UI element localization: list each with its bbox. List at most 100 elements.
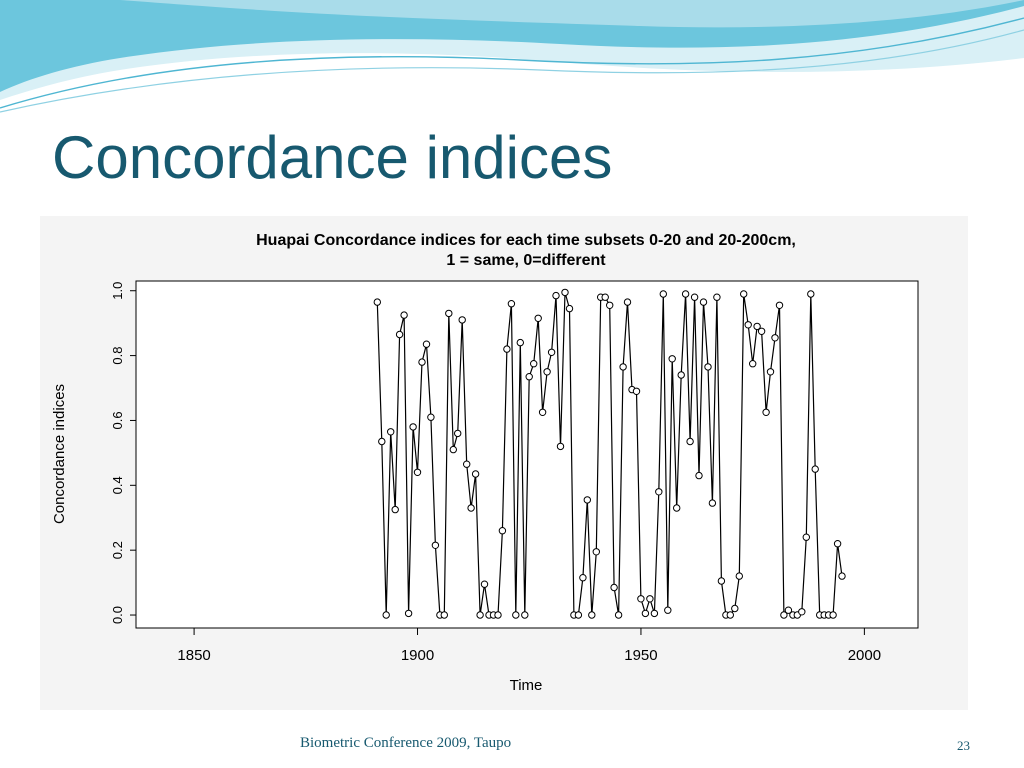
data-point (619, 363, 627, 371)
data-point (731, 604, 739, 613)
data-point (592, 548, 600, 556)
data-point (784, 606, 793, 614)
data-point (440, 611, 448, 619)
data-point (467, 504, 475, 512)
wave-band-top (120, 0, 1024, 28)
data-point (690, 293, 699, 301)
footer-text: Biometric Conference 2009, Taupo (300, 735, 512, 751)
data-point (458, 316, 466, 324)
data-points (373, 288, 846, 619)
data-point (708, 499, 717, 507)
data-point (373, 298, 381, 306)
y-tick-label: 1.0 (110, 282, 125, 300)
data-point (735, 572, 743, 580)
data-point (811, 465, 819, 473)
y-tick-label: 0.6 (110, 411, 125, 429)
wave-line-2 (0, 29, 1024, 113)
data-point (512, 611, 520, 619)
data-point (588, 611, 596, 619)
data-point (749, 360, 757, 368)
data-point (395, 330, 404, 339)
data-point (798, 608, 806, 616)
data-point (766, 368, 775, 376)
x-tick-label: 2000 (848, 647, 881, 664)
data-point (516, 338, 524, 347)
data-point (838, 572, 846, 580)
y-tick-label: 0.0 (110, 606, 125, 624)
data-point (646, 595, 654, 603)
data-point (677, 371, 685, 379)
data-point (699, 298, 708, 306)
data-point (744, 321, 752, 329)
data-point (476, 611, 484, 619)
data-point (530, 360, 538, 368)
y-tick-label: 0.4 (110, 476, 125, 494)
data-point (556, 442, 565, 451)
data-point (480, 580, 489, 588)
data-point (445, 309, 453, 318)
data-point (740, 290, 748, 298)
slide-title: Concordance indices (52, 124, 613, 191)
data-point (574, 611, 583, 619)
data-point (623, 298, 632, 306)
data-point (400, 311, 408, 319)
data-point (659, 290, 667, 298)
data-point (641, 609, 650, 618)
chart-panel: Huapai Concordance indices for each time… (40, 216, 968, 710)
data-point (413, 468, 422, 476)
data-point (833, 540, 842, 548)
data-point (409, 423, 417, 431)
data-point (601, 293, 609, 301)
data-point (762, 408, 770, 417)
data-point (547, 348, 556, 357)
data-point (650, 609, 659, 618)
data-point (637, 595, 645, 603)
data-point (704, 363, 712, 371)
data-point (494, 611, 502, 619)
chart-title: Huapai Concordance indices for each time… (256, 232, 796, 249)
data-point (583, 496, 591, 504)
data-point (561, 288, 569, 297)
data-point (632, 387, 641, 396)
wave-line-1 (0, 17, 1024, 109)
data-point (775, 301, 784, 310)
data-point (463, 460, 471, 468)
data-point (802, 533, 810, 541)
data-point (655, 488, 663, 496)
y-tick-label: 0.8 (110, 347, 125, 365)
data-point (498, 527, 507, 535)
data-point (829, 611, 837, 619)
data-point (780, 611, 788, 619)
data-point (391, 505, 399, 514)
data-point (579, 574, 587, 582)
data-point (422, 340, 431, 348)
data-point (404, 609, 413, 618)
data-point (431, 541, 440, 549)
plot-frame (135, 280, 919, 629)
data-point (449, 445, 457, 454)
data-point (454, 429, 462, 438)
data-point (427, 413, 435, 421)
data-point (503, 345, 511, 353)
data-point (471, 470, 480, 478)
data-point (664, 606, 672, 614)
data-point (686, 437, 694, 446)
chart-subtitle: 1 = same, 0=different (446, 252, 606, 269)
y-axis-label: Concordance indices (51, 384, 68, 524)
data-point (681, 290, 690, 298)
data-point (717, 577, 726, 585)
data-point (753, 322, 761, 331)
data-point (543, 368, 551, 376)
data-point (538, 408, 547, 417)
x-tick-label: 1850 (177, 647, 210, 664)
data-point (668, 355, 676, 363)
data-point (673, 504, 681, 512)
data-point (525, 373, 533, 381)
data-point (507, 300, 516, 308)
y-tick-label: 0.2 (110, 541, 125, 559)
data-point (565, 304, 574, 313)
data-point (614, 611, 623, 619)
page-number: 23 (957, 738, 970, 753)
data-point (387, 428, 395, 436)
x-axis-label: Time (510, 677, 543, 694)
